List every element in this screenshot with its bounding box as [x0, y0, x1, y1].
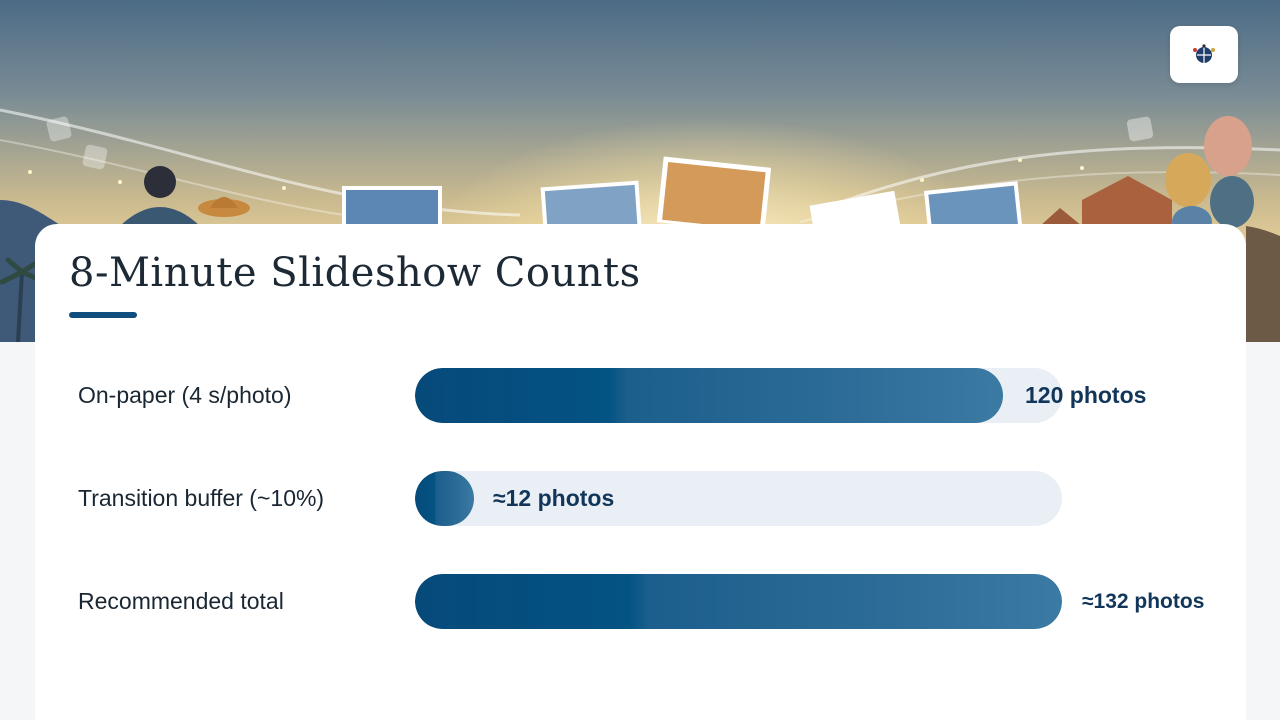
page-title: 8-Minute Slideshow Counts: [69, 250, 641, 296]
bar-transition-buffer: [415, 471, 474, 526]
bar-label-on-paper: On-paper (4 s/photo): [78, 382, 292, 408]
bar-track-recommended-total: [415, 574, 1062, 629]
bar-label-transition-buffer: Transition buffer (~10%): [78, 485, 325, 511]
logo-badge: [1170, 26, 1238, 83]
bar-track-transition-buffer: [415, 471, 1062, 526]
bar-value-recommended-total: ≈132 photos: [1082, 590, 1205, 613]
globe-emblem-icon: [1193, 43, 1215, 63]
bar-recommended-total: [415, 574, 1062, 629]
bar-value-transition-buffer: ≈12 photos: [493, 485, 615, 511]
bar-track-on-paper: [415, 368, 1062, 423]
bar-label-recommended-total: Recommended total: [78, 588, 284, 614]
bar-value-on-paper: 120 photos: [1025, 382, 1147, 408]
title-underline: [69, 312, 137, 318]
bar-on-paper: [415, 368, 1003, 423]
